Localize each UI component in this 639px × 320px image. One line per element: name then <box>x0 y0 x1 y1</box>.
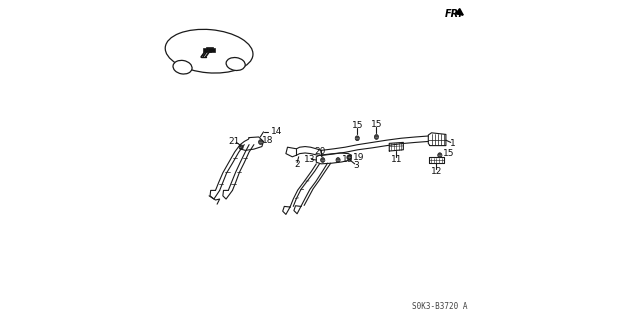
Text: 14: 14 <box>271 127 282 136</box>
Text: 18: 18 <box>262 136 273 145</box>
Ellipse shape <box>438 153 442 158</box>
Ellipse shape <box>374 134 378 140</box>
Text: 15: 15 <box>443 149 454 158</box>
Text: 21: 21 <box>228 137 240 146</box>
FancyArrowPatch shape <box>456 9 463 15</box>
Text: 19: 19 <box>353 153 364 162</box>
Text: 19: 19 <box>342 156 353 164</box>
FancyBboxPatch shape <box>208 48 215 52</box>
Ellipse shape <box>239 145 243 149</box>
FancyBboxPatch shape <box>206 47 213 50</box>
Ellipse shape <box>226 58 245 70</box>
Ellipse shape <box>173 60 192 74</box>
Text: 12: 12 <box>431 167 442 176</box>
Text: 11: 11 <box>390 156 402 164</box>
Text: 1: 1 <box>450 139 456 148</box>
Ellipse shape <box>259 140 263 145</box>
Ellipse shape <box>166 29 253 73</box>
Text: 15: 15 <box>371 120 382 129</box>
Ellipse shape <box>355 136 359 141</box>
Ellipse shape <box>347 155 351 160</box>
Text: FR.: FR. <box>445 9 463 20</box>
Text: 13: 13 <box>304 155 315 164</box>
Text: 20: 20 <box>314 147 326 156</box>
Ellipse shape <box>336 157 340 163</box>
FancyBboxPatch shape <box>203 48 211 52</box>
Text: 15: 15 <box>351 121 363 130</box>
Text: 3: 3 <box>354 161 360 170</box>
Text: S0K3-B3720 A: S0K3-B3720 A <box>412 302 467 311</box>
Text: 2: 2 <box>295 160 300 169</box>
Ellipse shape <box>321 157 325 163</box>
